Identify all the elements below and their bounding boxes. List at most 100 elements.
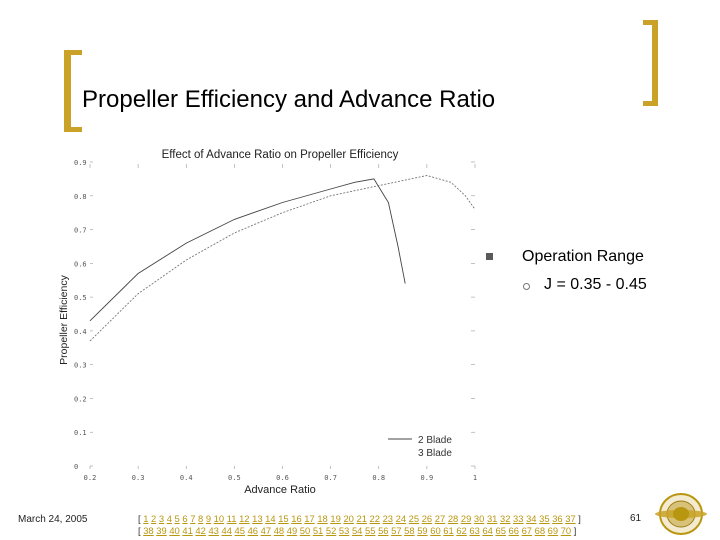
nav-link-slide-57[interactable]: 57 [391, 525, 402, 536]
nav-link-slide-23[interactable]: 23 [382, 513, 394, 524]
nav-link-slide-50[interactable]: 50 [299, 525, 311, 536]
nav-link-slide-51[interactable]: 51 [312, 525, 324, 536]
bullet-list: Operation Range J = 0.35 - 0.45 [486, 246, 647, 298]
y-tick-label: 0 [74, 463, 78, 471]
nav-link-slide-42[interactable]: 42 [195, 525, 206, 536]
slide-navigation-links: [ 1 2 3 4 5 6 7 8 9 10 11 12 13 14 15 16… [138, 513, 618, 537]
nav-link-slide-63[interactable]: 63 [469, 525, 480, 536]
nav-link-slide-34[interactable]: 34 [526, 513, 537, 524]
nav-link-slide-41[interactable]: 41 [182, 525, 193, 536]
right-bracket-top-decoration [643, 20, 658, 25]
nav-link-slide-25[interactable]: 25 [408, 513, 420, 524]
nav-link-slide-45[interactable]: 45 [234, 525, 245, 536]
nav-link-slide-64[interactable]: 64 [482, 525, 493, 536]
nav-link-slide-35[interactable]: 35 [539, 513, 550, 524]
nav-link-slide-12[interactable]: 12 [239, 513, 250, 524]
nav-link-slide-47[interactable]: 47 [260, 525, 272, 536]
x-tick-label: 0.7 [324, 474, 337, 482]
nav-link-slide-31[interactable]: 31 [486, 513, 498, 524]
nav-link-slide-43[interactable]: 43 [208, 525, 219, 536]
nav-link-slide-18[interactable]: 18 [317, 513, 328, 524]
nav-link-slide-10[interactable]: 10 [213, 513, 225, 524]
x-tick-label: 0.5 [228, 474, 241, 482]
nav-link-slide-62[interactable]: 62 [456, 525, 467, 536]
nav-link-slide-26[interactable]: 26 [421, 513, 433, 524]
nav-link-slide-39[interactable]: 39 [156, 525, 167, 536]
nav-link-slide-55[interactable]: 55 [365, 525, 376, 536]
y-tick-label: 0.5 [74, 294, 87, 302]
nav-link-slide-54[interactable]: 54 [351, 525, 363, 536]
nav-link-slide-24[interactable]: 24 [395, 513, 407, 524]
nav-link-slide-36[interactable]: 36 [552, 513, 563, 524]
nav-link-slide-5[interactable]: 5 [174, 513, 180, 524]
nav-link-slide-30[interactable]: 30 [473, 513, 485, 524]
nav-link-slide-60[interactable]: 60 [430, 525, 441, 536]
bullet-item: Operation Range [486, 246, 647, 270]
nav-link-slide-49[interactable]: 49 [286, 525, 298, 536]
nav-link-slide-33[interactable]: 33 [513, 513, 524, 524]
nav-link-slide-53[interactable]: 53 [338, 525, 350, 536]
x-tick-label: 0.3 [132, 474, 145, 482]
nav-link-slide-32[interactable]: 32 [500, 513, 511, 524]
nav-link-slide-3[interactable]: 3 [158, 513, 165, 524]
nav-link-slide-56[interactable]: 56 [378, 525, 389, 536]
y-tick-label: 0.4 [74, 328, 87, 336]
nav-link-slide-11[interactable]: 11 [226, 513, 237, 524]
nav-bracket: [ [138, 513, 144, 524]
nav-link-slide-7[interactable]: 7 [190, 513, 196, 524]
nav-link-slide-70[interactable]: 70 [560, 525, 572, 536]
nav-link-slide-15[interactable]: 15 [278, 513, 289, 524]
legend-entry: 3 Blade [418, 448, 452, 459]
nav-links-row-1: [ 1 2 3 4 5 6 7 8 9 10 11 12 13 14 15 16… [138, 513, 618, 525]
nav-link-slide-61[interactable]: 61 [443, 525, 454, 536]
nav-link-slide-6[interactable]: 6 [182, 513, 188, 524]
nav-link-slide-19[interactable]: 19 [330, 513, 341, 524]
nav-link-slide-1[interactable]: 1 [143, 513, 149, 524]
nav-link-slide-2[interactable]: 2 [151, 513, 157, 524]
nav-link-slide-67[interactable]: 67 [521, 525, 533, 536]
x-tick-label: 0.4 [180, 474, 193, 482]
nav-link-slide-66[interactable]: 66 [508, 525, 519, 536]
nav-link-slide-58[interactable]: 58 [404, 525, 415, 536]
nav-link-slide-46[interactable]: 46 [247, 525, 259, 536]
series-line-1 [89, 178, 406, 322]
nav-link-slide-29[interactable]: 29 [460, 513, 472, 524]
nav-link-slide-9[interactable]: 9 [205, 513, 212, 524]
nav-link-slide-52[interactable]: 52 [325, 525, 337, 536]
nav-bracket: ] [578, 513, 581, 524]
nav-link-slide-4[interactable]: 4 [166, 513, 172, 524]
nav-link-slide-22[interactable]: 22 [369, 513, 380, 524]
nav-link-slide-40[interactable]: 40 [169, 525, 180, 536]
nav-link-slide-69[interactable]: 69 [547, 525, 559, 536]
nav-link-slide-44[interactable]: 44 [221, 525, 232, 536]
nav-link-slide-38[interactable]: 38 [143, 525, 154, 536]
nav-link-slide-37[interactable]: 37 [565, 513, 576, 524]
y-tick-label: 0.3 [74, 362, 87, 370]
chart-title: Effect of Advance Ratio on Propeller Eff… [162, 149, 399, 161]
chart-y-axis-label: Propeller Efficiency [58, 274, 70, 364]
bullet-text-range-value: J = 0.35 - 0.45 [544, 276, 647, 293]
x-tick-label: 0.9 [421, 474, 434, 482]
y-tick-label: 0.8 [74, 193, 87, 201]
nav-link-slide-8[interactable]: 8 [198, 513, 204, 524]
efficiency-chart: Effect of Advance Ratio on Propeller Eff… [58, 149, 477, 496]
sub-bullet-item: J = 0.35 - 0.45 [486, 274, 647, 298]
y-tick-label: 0.9 [74, 159, 87, 167]
nav-link-slide-27[interactable]: 27 [434, 513, 446, 524]
nav-link-slide-17[interactable]: 17 [304, 513, 315, 524]
nav-link-slide-28[interactable]: 28 [447, 513, 459, 524]
nav-link-slide-20[interactable]: 20 [343, 513, 354, 524]
x-tick-label: 0.6 [276, 474, 289, 482]
y-tick-label: 0.7 [74, 227, 87, 235]
square-bullet-icon [486, 253, 493, 260]
nav-link-slide-21[interactable]: 21 [356, 513, 367, 524]
nav-link-slide-16[interactable]: 16 [291, 513, 302, 524]
nav-link-slide-65[interactable]: 65 [495, 525, 506, 536]
nav-link-slide-48[interactable]: 48 [273, 525, 285, 536]
nav-link-slide-68[interactable]: 68 [534, 525, 546, 536]
nav-link-slide-13[interactable]: 13 [252, 513, 263, 524]
nav-link-slide-59[interactable]: 59 [417, 525, 428, 536]
circle-bullet-icon [523, 283, 530, 290]
nav-bracket: ] [573, 525, 577, 536]
nav-link-slide-14[interactable]: 14 [265, 513, 276, 524]
